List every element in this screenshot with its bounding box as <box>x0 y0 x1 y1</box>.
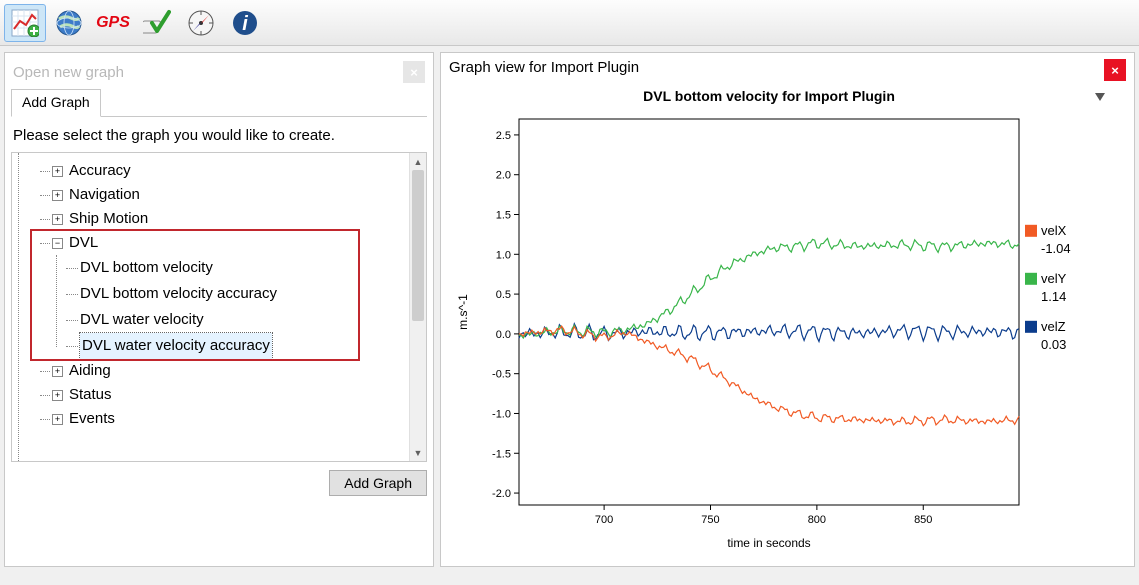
graph-tree-wrap: +Accuracy+Navigation+Ship Motion−DVLDVL … <box>11 152 427 462</box>
legend-value-velZ: 0.03 <box>1041 337 1066 352</box>
x-tick-label: 700 <box>595 514 613 526</box>
tree-leaf-dvl-bottom-velocity-accuracy[interactable]: DVL bottom velocity accuracy <box>66 281 405 307</box>
expand-icon[interactable]: + <box>52 390 63 401</box>
tree-node-dvl[interactable]: −DVL <box>34 231 405 255</box>
workspace: Open new graph × Add Graph Please select… <box>0 46 1139 573</box>
legend-swatch-velX <box>1025 225 1037 237</box>
svg-text:i: i <box>242 13 248 35</box>
tree-node-ship-motion[interactable]: + Ship Motion <box>34 207 405 231</box>
chart-plot-area <box>519 119 1019 505</box>
x-tick-label: 750 <box>701 514 719 526</box>
tree-node-status[interactable]: + Status <box>34 383 405 407</box>
add-graph-button[interactable]: Add Graph <box>329 470 427 496</box>
graph-icon <box>11 9 39 37</box>
tree-leaf-dvl-water-velocity[interactable]: DVL water velocity <box>66 307 405 333</box>
legend-label-velX: velX <box>1041 223 1067 238</box>
y-tick-label: 0.5 <box>496 289 511 301</box>
graph-close-button[interactable]: × <box>1104 59 1126 81</box>
y-tick-label: 1.5 <box>496 210 511 222</box>
legend-value-velY: 1.14 <box>1041 289 1066 304</box>
graph-tree[interactable]: +Accuracy+Navigation+Ship Motion−DVLDVL … <box>12 153 409 461</box>
expand-icon[interactable]: + <box>52 190 63 201</box>
scroll-down-button[interactable]: ▼ <box>410 444 426 461</box>
expand-icon[interactable]: + <box>52 414 63 425</box>
legend-label-velZ: velZ <box>1041 319 1066 334</box>
y-axis-label: m.s^-1 <box>456 294 470 330</box>
main-toolbar: GPS i <box>0 0 1139 46</box>
tree-leaf-dvl-water-velocity-accuracy[interactable]: DVL water velocity accuracy <box>66 333 405 359</box>
globe-tool-button[interactable] <box>48 4 90 42</box>
tab-add-graph[interactable]: Add Graph <box>11 89 101 117</box>
info-icon: i <box>231 9 259 37</box>
check-tool-button[interactable] <box>136 4 178 42</box>
legend-value-velX: -1.04 <box>1041 241 1071 256</box>
info-tool-button[interactable]: i <box>224 4 266 42</box>
tree-leaf-label: DVL bottom velocity accuracy <box>80 285 277 302</box>
y-tick-label: -0.5 <box>492 369 511 381</box>
chart-title: DVL bottom velocity for Import Plugin <box>643 88 895 104</box>
tree-node-label: DVL <box>69 234 98 251</box>
collapse-icon[interactable]: − <box>52 238 63 249</box>
tree-node-aiding[interactable]: + Aiding <box>34 359 405 383</box>
chart-menu-icon[interactable] <box>1095 93 1105 101</box>
expand-icon[interactable]: + <box>52 166 63 177</box>
x-tick-label: 800 <box>808 514 826 526</box>
y-tick-label: 1.0 <box>496 249 511 261</box>
globe-icon <box>55 9 83 37</box>
chart-svg[interactable]: DVL bottom velocity for Import Plugin -2.… <box>449 85 1109 555</box>
legend-swatch-velY <box>1025 273 1037 285</box>
tree-leaf-dvl-bottom-velocity[interactable]: DVL bottom velocity <box>66 255 405 281</box>
tree-node-navigation[interactable]: + Navigation <box>34 183 405 207</box>
panel-prompt: Please select the graph you would like t… <box>11 117 427 152</box>
chart-area: DVL bottom velocity for Import Plugin -2.… <box>449 85 1126 558</box>
panel-header: Open new graph × <box>11 57 427 89</box>
y-tick-label: -1.0 <box>492 408 511 420</box>
scroll-up-button[interactable]: ▲ <box>410 153 426 170</box>
gps-icon: GPS <box>96 14 130 32</box>
tree-node-events[interactable]: + Events <box>34 407 405 431</box>
y-tick-label: 2.0 <box>496 170 511 182</box>
x-tick-label: 850 <box>914 514 932 526</box>
tree-node-label: Accuracy <box>69 162 131 179</box>
expand-icon[interactable]: + <box>52 366 63 377</box>
y-tick-label: -2.0 <box>492 488 511 500</box>
legend-label-velY: velY <box>1041 271 1067 286</box>
gps-tool-button[interactable]: GPS <box>92 4 134 42</box>
tree-leaf-label: DVL water velocity <box>80 311 204 328</box>
graph-view-title: Graph view for Import Plugin <box>449 59 639 76</box>
legend-swatch-velZ <box>1025 321 1037 333</box>
graph-view-panel: Graph view for Import Plugin × DVL botto… <box>440 52 1135 567</box>
check-icon <box>143 9 171 37</box>
panel-close-button[interactable]: × <box>403 61 425 83</box>
tree-node-label: Aiding <box>69 362 111 379</box>
graph-tool-button[interactable] <box>4 4 46 42</box>
tree-node-label: Navigation <box>69 186 140 203</box>
compass-tool-button[interactable] <box>180 4 222 42</box>
x-axis-label: time in seconds <box>727 536 810 550</box>
panel-header-title: Open new graph <box>13 64 124 81</box>
panel-tab-row: Add Graph <box>11 89 427 117</box>
tree-children: DVL bottom velocity DVL bottom velocity a… <box>34 255 405 359</box>
graph-view-header: Graph view for Import Plugin × <box>449 59 1126 81</box>
expand-icon[interactable]: + <box>52 214 63 225</box>
tree-leaf-label: DVL water velocity accuracy <box>80 333 272 359</box>
tree-node-accuracy[interactable]: + Accuracy <box>34 159 405 183</box>
tree-scrollbar[interactable]: ▲ ▼ <box>409 153 426 461</box>
tree-node-label: Events <box>69 410 115 427</box>
scroll-thumb[interactable] <box>412 170 424 321</box>
y-tick-label: 0.0 <box>496 329 511 341</box>
tree-leaf-label: DVL bottom velocity <box>80 259 213 276</box>
y-tick-label: -1.5 <box>492 448 511 460</box>
compass-icon <box>187 9 215 37</box>
tree-node-label: Ship Motion <box>69 210 148 227</box>
y-tick-label: 2.5 <box>496 130 511 142</box>
add-graph-panel: Open new graph × Add Graph Please select… <box>4 52 434 567</box>
add-button-row: Add Graph <box>11 462 427 496</box>
scroll-track[interactable] <box>410 170 426 444</box>
tree-node-label: Status <box>69 386 112 403</box>
